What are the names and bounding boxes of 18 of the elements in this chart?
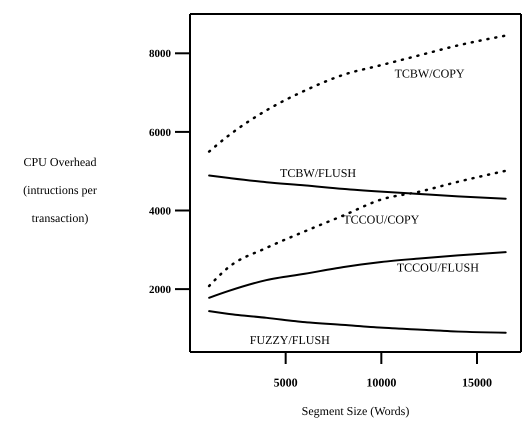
- y-tick-label: 6000: [149, 126, 172, 139]
- series-label: TCBW/FLUSH: [280, 166, 356, 180]
- x-axis-title: Segment Size (Words): [302, 404, 410, 418]
- y-tick-label: 2000: [149, 284, 172, 296]
- x-tick-label: 15000: [462, 376, 492, 390]
- x-tick-label: 10000: [366, 376, 396, 390]
- line-series: [208, 310, 507, 334]
- series-label: TCCOU/COPY: [343, 212, 420, 227]
- y-axis-title: CPU Overhead (intructions per transaction): [22, 154, 98, 227]
- line-series: [208, 34, 507, 153]
- line-series: [208, 170, 507, 288]
- x-tick-label: 5000: [274, 376, 298, 390]
- series-label: TCBW/COPY: [394, 66, 465, 80]
- y-tick-label: 4000: [149, 205, 172, 218]
- series-label: TCCOU/FLUSH: [396, 260, 480, 274]
- series-label: FUZZY/FLUSH: [250, 333, 330, 348]
- y-tick-label: 8000: [149, 48, 172, 60]
- line-series: [208, 251, 507, 299]
